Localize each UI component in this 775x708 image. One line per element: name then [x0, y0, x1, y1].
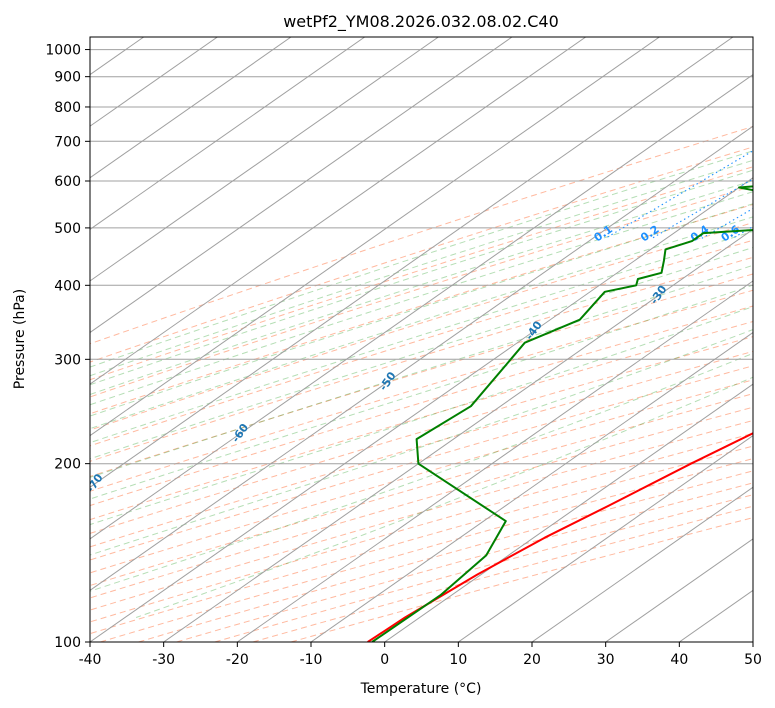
moist-adiabat	[90, 203, 753, 417]
isotherm-line	[90, 125, 753, 592]
x-tick-label: -10	[300, 652, 323, 668]
dry-adiabat	[90, 203, 753, 415]
moist-adiabat	[135, 376, 753, 618]
isotherm-line	[384, 383, 753, 642]
isotherm-line	[90, 37, 513, 334]
mixing-ratio-line	[651, 178, 753, 239]
isotherm-line	[90, 37, 365, 230]
isotherm-line	[237, 280, 753, 642]
isotherm-line	[605, 538, 753, 642]
y-axis-title: Pressure (hPa)	[12, 289, 28, 389]
dry-adiabat	[90, 365, 753, 561]
isotherm-line	[90, 177, 753, 642]
isotherm-line	[90, 73, 753, 540]
isotherm-line	[752, 641, 753, 642]
isotherm-line	[90, 37, 292, 179]
isotherm-label: -30	[648, 283, 670, 307]
y-tick-label: 100	[54, 635, 81, 651]
dry-adiabat	[90, 146, 753, 363]
dry-adiabat	[90, 239, 753, 447]
background-lines	[0, 37, 753, 642]
moist-adiabat	[90, 306, 753, 526]
moist-adiabat	[90, 180, 753, 396]
moist-adiabat	[90, 352, 753, 592]
x-axis: -40 -30 -20 -10 0 10 20 30 40 50	[79, 642, 762, 668]
isotherm-label: -70	[84, 471, 106, 495]
y-axis: 100 200 300 400 500 600 700 800 900 1000	[45, 43, 90, 651]
moist-adiabat	[90, 169, 753, 386]
line-labels: 0.10.20.40.611.52346810131620253036-100-…	[84, 222, 775, 495]
isotherm-label: -20	[753, 260, 775, 284]
isotherm-line	[310, 331, 753, 642]
y-tick-label: 900	[54, 70, 81, 86]
mixing-ratio-label: 1	[764, 226, 775, 241]
dry-adiabat	[214, 494, 753, 642]
x-axis-title: Temperature (°C)	[360, 681, 482, 697]
x-tick-label: 50	[744, 652, 762, 668]
x-tick-label: -20	[226, 652, 249, 668]
dry-adiabat	[90, 406, 753, 599]
isotherm-line	[679, 589, 753, 642]
temperature-profile-line	[367, 432, 753, 642]
dry-adiabat	[252, 505, 753, 642]
moist-adiabat	[90, 216, 753, 430]
y-tick-label: 1000	[45, 43, 81, 59]
chart-title: wetPf2_YM08.2026.032.08.02.C40	[283, 12, 559, 32]
isotherm-line	[90, 37, 218, 127]
y-tick-label: 800	[54, 100, 81, 116]
isotherm-line	[0, 37, 70, 642]
x-tick-label: -30	[152, 652, 175, 668]
isotherm-line	[90, 37, 660, 437]
dry-adiabat	[90, 393, 753, 587]
y-tick-label: 400	[54, 278, 81, 294]
dry-adiabat	[290, 517, 753, 642]
dry-adiabat	[90, 305, 753, 507]
x-tick-label: 0	[380, 652, 389, 668]
isotherm-label: -60	[229, 421, 251, 445]
isotherm-line	[458, 435, 753, 642]
dry-adiabat	[90, 432, 753, 623]
isotherm-line	[90, 37, 439, 282]
x-tick-label: -40	[79, 652, 102, 668]
dry-adiabat	[90, 185, 753, 398]
sounding-profiles	[367, 185, 753, 642]
y-tick-label: 600	[54, 174, 81, 190]
y-tick-label: 200	[54, 457, 81, 473]
isotherm-line	[531, 486, 753, 642]
mixing-ratio-label: 0.1	[592, 223, 615, 245]
isotherm-line	[90, 37, 734, 488]
isotherm-label: -50	[377, 369, 399, 393]
dewpoint-profile-line	[371, 185, 753, 642]
dry-adiabat	[90, 125, 753, 345]
x-tick-label: 40	[670, 652, 688, 668]
dry-adiabat	[90, 273, 753, 478]
plot-frame	[89, 36, 754, 643]
isotherm-line	[163, 228, 753, 642]
mixing-ratio-label: 0.2	[638, 223, 661, 245]
x-tick-label: 20	[523, 652, 541, 668]
y-tick-label: 300	[54, 352, 81, 368]
x-tick-label: 10	[449, 652, 467, 668]
x-tick-label: 30	[597, 652, 615, 668]
y-tick-label: 700	[54, 134, 81, 150]
dry-adiabat	[90, 419, 753, 611]
isotherm-line	[90, 37, 586, 385]
y-tick-label: 500	[54, 221, 81, 237]
dry-adiabat	[100, 458, 753, 642]
dry-adiabat	[176, 482, 753, 642]
